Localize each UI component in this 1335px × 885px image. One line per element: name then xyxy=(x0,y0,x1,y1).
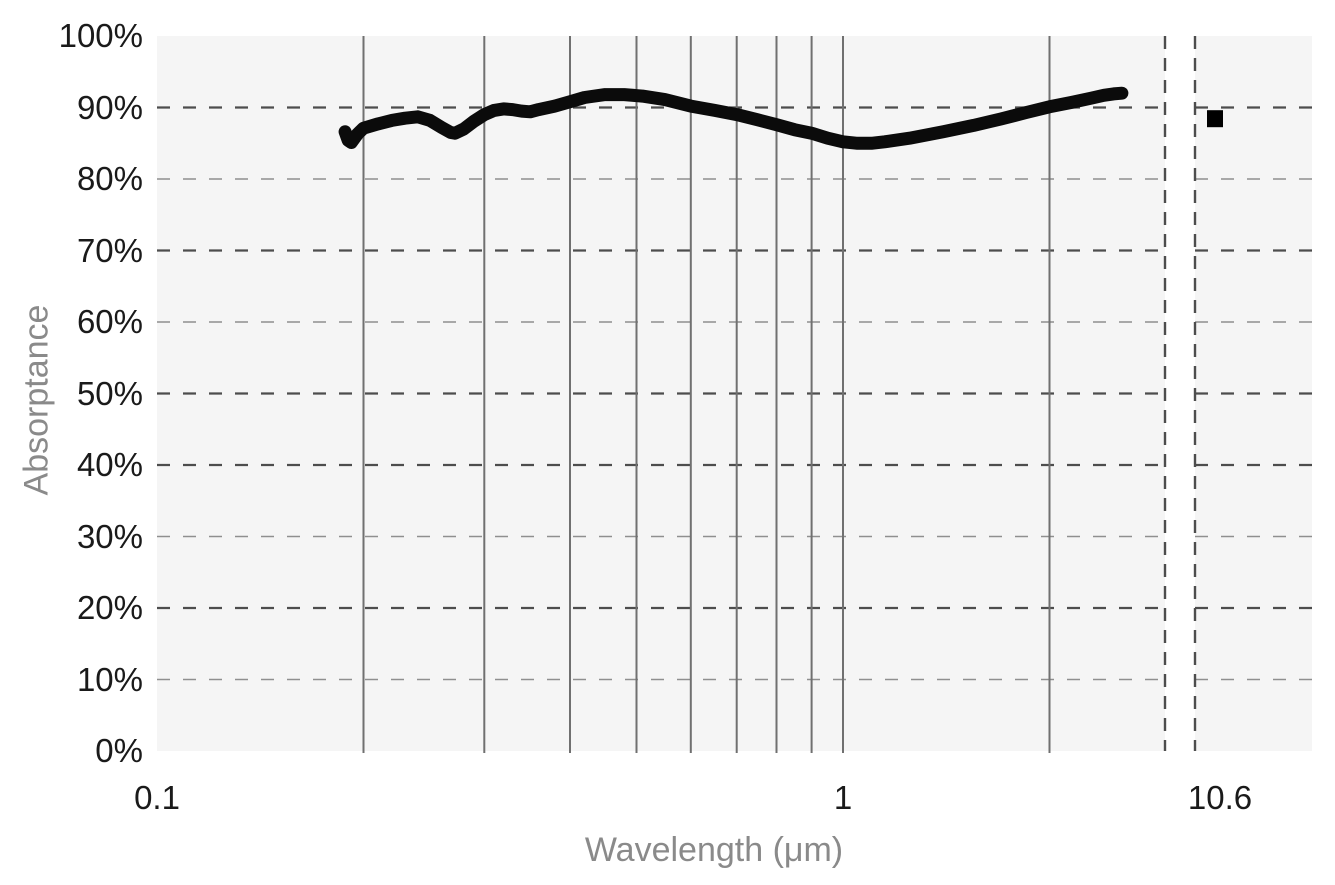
y-axis-title: Absorptance xyxy=(17,304,56,496)
y-tick-80: 80% xyxy=(76,160,143,197)
absorptance-curve xyxy=(338,86,1129,150)
y-tick-20: 20% xyxy=(76,589,143,626)
y-tick-70: 70% xyxy=(76,232,143,269)
y-tick-40: 40% xyxy=(76,446,143,483)
x-tick-10.6: 10.6 xyxy=(1187,779,1253,816)
data-point-10.6um xyxy=(1207,110,1223,128)
y-tick-60: 60% xyxy=(76,303,143,340)
y-tick-100: 100% xyxy=(58,17,143,54)
x-tick-0.1: 0.1 xyxy=(134,779,180,816)
y-tick-30: 30% xyxy=(76,518,143,555)
x-axis-title: Wavelength (μm) xyxy=(584,831,844,869)
y-tick-0: 0% xyxy=(95,732,143,769)
y-tick-90: 90% xyxy=(76,89,143,126)
y-tick-10: 10% xyxy=(76,661,143,698)
x-tick-1: 1 xyxy=(833,779,853,816)
y-tick-50: 50% xyxy=(76,375,143,412)
